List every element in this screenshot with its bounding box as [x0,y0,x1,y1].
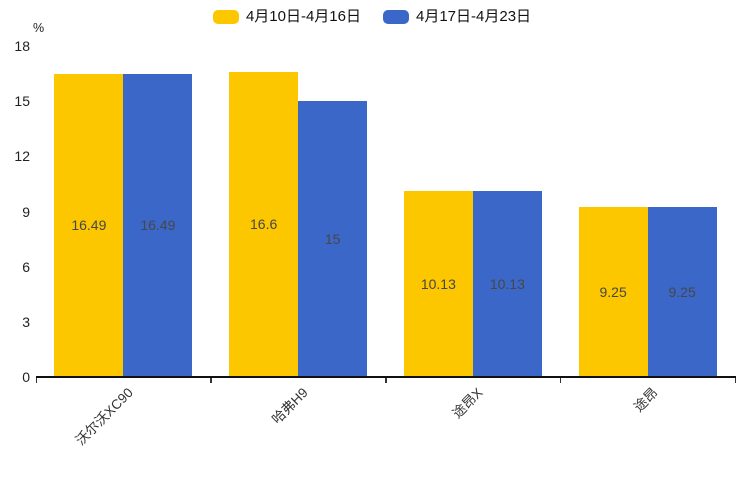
legend-marker-blue-icon [383,10,409,24]
y-tick-label: 15 [14,93,30,110]
bar-value-label: 9.25 [599,283,627,300]
bar-value-label: 10.13 [420,275,456,292]
x-category-label-1: 哈弗H9 [268,385,311,427]
bar-series2-3[interactable]: 9.25 [647,206,717,377]
legend-label-series-1: 4月10日-4月16日 [245,8,361,25]
bar-series2-0[interactable]: 16.49 [123,73,193,377]
x-axis-tick [559,378,562,383]
x-axis-tick [385,378,387,383]
bar-series1-3[interactable]: 9.25 [578,206,648,377]
chart-legend: 4月10日-4月16日 4月17日-4月23日 [0,8,744,26]
bar-value-label: 10.13 [489,275,525,292]
y-tick-label: 3 [22,313,30,330]
legend-item-series-2[interactable]: 4月17日-4月23日 [383,8,531,26]
x-category-label-0: 沃尔沃XC90 [72,385,136,449]
x-axis-tick [35,378,37,383]
legend-label-series-2: 4月17日-4月23日 [416,8,532,25]
bar-value-label: 16.49 [71,217,107,234]
x-axis-line [36,376,736,378]
y-tick-label: 0 [22,369,30,385]
x-axis-tick [734,378,736,383]
x-axis-tick [210,378,212,383]
legend-marker-yellow-icon [212,10,239,24]
y-tick-label: 18 [14,38,30,54]
bar-series1-0[interactable]: 16.49 [54,73,124,377]
y-tick-label: 9 [22,203,30,220]
bar-series2-2[interactable]: 10.13 [472,190,542,377]
y-tick-label: 6 [22,258,30,275]
y-tick-label: 12 [14,148,30,165]
bar-series2-1[interactable]: 15 [298,101,368,377]
x-category-label-3: 途昂 [630,385,661,415]
bar-value-label: 9.25 [668,283,696,300]
bar-value-label: 15 [324,231,341,248]
bar-series1-2[interactable]: 10.13 [403,190,473,377]
bar-value-label: 16.49 [140,217,176,234]
x-category-label-2: 途昂X [449,385,486,422]
y-axis-unit-label: % [33,21,45,35]
bar-series1-1[interactable]: 16.6 [229,71,299,377]
legend-item-series-1[interactable]: 4月10日-4月16日 [212,8,361,26]
bar-value-label: 16.6 [250,216,278,233]
